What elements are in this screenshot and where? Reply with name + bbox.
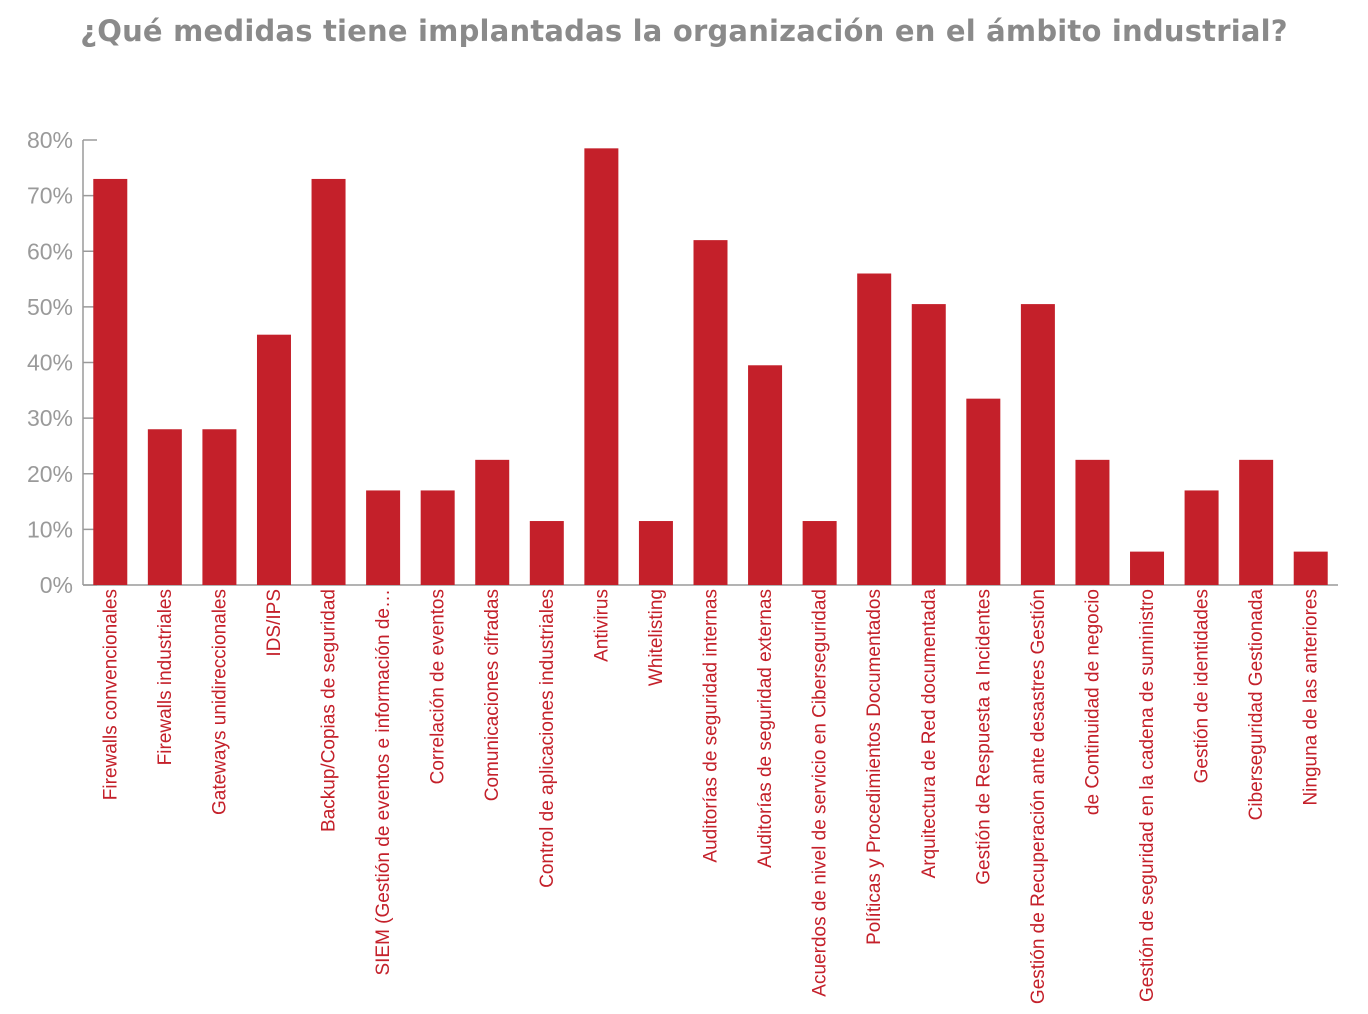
bar (693, 240, 728, 585)
bar (1293, 551, 1328, 585)
bar (366, 490, 401, 585)
y-tick-label: 30% (27, 405, 73, 431)
y-tick-label: 80% (27, 127, 73, 153)
bar (147, 429, 182, 585)
x-category-label: Firewalls industriales (155, 589, 176, 765)
bar (1130, 551, 1165, 585)
x-category-label: IDS/IPS (264, 589, 285, 657)
x-category-label: Control de aplicaciones industriales (537, 589, 558, 888)
bar (1184, 490, 1219, 585)
bar (1020, 304, 1055, 585)
bar (202, 429, 237, 585)
y-tick-label: 0% (40, 572, 73, 598)
x-category-label: Whitelisting (646, 589, 667, 686)
bar (311, 178, 346, 585)
x-category-label: Auditorías de seguridad internas (701, 589, 722, 863)
bar (638, 521, 673, 585)
bar (529, 521, 564, 585)
x-category-label: Gestión de Recuperación ante desastres G… (1028, 589, 1049, 1004)
y-tick-label: 20% (27, 461, 73, 487)
x-category-label: Gateways unidireccionales (209, 589, 230, 815)
y-tick-label: 50% (27, 294, 73, 320)
bar (93, 178, 128, 585)
chart-title: ¿Qué medidas tiene implantadas la organi… (80, 14, 1288, 48)
x-category-label: SIEM (Gestión de eventos e información d… (373, 589, 394, 976)
x-category-label: Comunicaciones cifradas (482, 589, 503, 801)
y-tick-labels: 0% 10% 20% 30% 40% 50% 60% 70% 80% (27, 127, 73, 598)
bar (584, 148, 619, 585)
x-category-label: Ninguna de las anteriores (1301, 589, 1322, 806)
y-tick-label: 40% (27, 350, 73, 376)
bar (256, 334, 291, 585)
x-category-label: Gestión de identidades (1192, 589, 1213, 783)
x-category-label: Ciberseguridad Gestionada (1246, 589, 1267, 821)
y-tick-label: 10% (27, 516, 73, 542)
x-category-label: Firewalls convencionales (100, 589, 121, 800)
x-category-label: Gestión de Respuesta a Incidentes (973, 589, 994, 885)
y-tick-label: 60% (27, 238, 73, 264)
bar (748, 365, 783, 585)
bar (802, 521, 837, 585)
bar (475, 459, 510, 585)
bar (1075, 459, 1110, 585)
bars (93, 148, 1328, 585)
x-category-label: Acuerdos de nivel de servicio en Ciberse… (810, 589, 831, 997)
x-category-label: de Continuidad de negocio (1082, 589, 1103, 815)
x-category-label: Correlación de eventos (428, 589, 449, 784)
bar (420, 490, 455, 585)
bar (857, 273, 892, 585)
x-category-label: Arquitectura de Red documentada (919, 589, 940, 879)
x-category-label: Auditorías de seguridad externas (755, 589, 776, 868)
x-category-label: Gestión de seguridad en la cadena de sum… (1137, 589, 1158, 1002)
bar (1239, 459, 1274, 585)
x-category-labels: Firewalls convencionales Firewalls indust… (100, 589, 1321, 1005)
x-category-label: Backup/Copias de seguridad (319, 589, 340, 832)
x-category-label: Políticas y Procedimientos Documentados (864, 589, 885, 945)
bar (911, 304, 946, 585)
bar (966, 398, 1001, 585)
x-category-label: Antivirus (591, 589, 612, 662)
y-tick-label: 70% (27, 183, 73, 209)
